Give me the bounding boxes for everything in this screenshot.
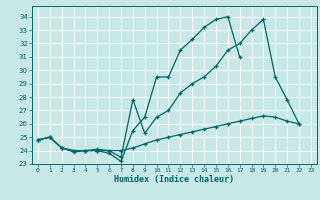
X-axis label: Humidex (Indice chaleur): Humidex (Indice chaleur) (115, 175, 234, 184)
